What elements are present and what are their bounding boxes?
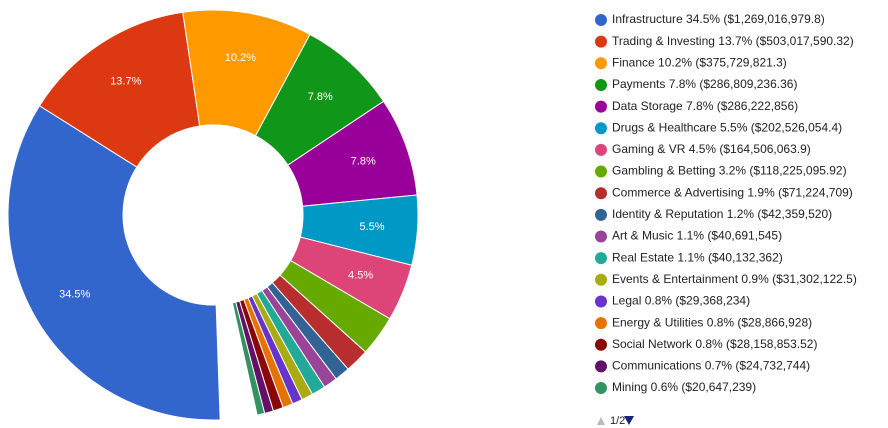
- legend-label: Energy & Utilities 0.8% ($28,866,928): [612, 315, 812, 329]
- legend-marker: [595, 273, 607, 286]
- legend-marker: [595, 338, 607, 351]
- legend-marker: [595, 295, 607, 308]
- legend-marker: [595, 187, 607, 200]
- legend-label: Payments 7.8% ($286,809,236.36): [612, 77, 797, 91]
- slice: [38, 11, 201, 168]
- legend-marker: [595, 122, 607, 135]
- legend-marker: [595, 78, 607, 91]
- slice-label: 34.5%: [59, 288, 90, 300]
- legend-marker: [595, 14, 607, 26]
- slice-label: 4.5%: [348, 269, 373, 281]
- legend-label: Gambling & Betting 3.2% ($118,225,095.92…: [612, 164, 847, 178]
- legend-marker: [595, 317, 607, 330]
- legend-label: Commerce & Advertising 1.9% ($71,224,709…: [612, 185, 853, 199]
- legend-marker: [595, 143, 607, 156]
- slice-label: 10.2%: [225, 52, 256, 64]
- slice-label: 13.7%: [110, 75, 141, 87]
- legend-label: Gaming & VR 4.5% ($164,506,063.9): [612, 142, 811, 156]
- legend-label: Infrastructure 34.5% ($1,269,016,979.8): [612, 12, 825, 26]
- slice: [231, 301, 266, 416]
- slice-label: 5.5%: [360, 221, 385, 233]
- legend-marker: [595, 100, 607, 113]
- legend-marker: [595, 35, 607, 48]
- legend-prev[interactable]: [597, 417, 605, 425]
- legend-marker: [595, 382, 607, 395]
- legend-marker: [595, 57, 607, 70]
- slice-label: 7.8%: [308, 91, 333, 103]
- legend-label: Social Network 0.8% ($28,158,853.52): [612, 337, 817, 351]
- legend-marker: [595, 252, 607, 265]
- legend-marker: [595, 360, 607, 373]
- slice: [7, 105, 221, 421]
- legend-label: Data Storage 7.8% ($286,222,856): [612, 99, 798, 113]
- legend-label: Drugs & Healthcare 5.5% ($202,526,054.4): [612, 120, 842, 134]
- legend-marker: [595, 165, 607, 178]
- legend-marker: [595, 208, 607, 221]
- legend-marker: [595, 230, 607, 243]
- slice-label: 7.8%: [351, 155, 376, 167]
- legend-label: Finance 10.2% ($375,729,821.3): [612, 55, 787, 69]
- legend-label: Legal 0.8% ($29,368,234): [612, 294, 750, 308]
- legend-label: Identity & Reputation 1.2% ($42,359,520): [612, 207, 832, 221]
- legend-label: Art & Music 1.1% ($40,691,545): [612, 229, 782, 243]
- legend-label: Real Estate 1.1% ($40,132,362): [612, 250, 783, 264]
- legend-label: Communications 0.7% ($24,732,744): [612, 359, 810, 373]
- legend-next[interactable]: [624, 416, 634, 425]
- legend-page: 1/2: [610, 415, 625, 427]
- legend-label: Events & Entertainment 0.9% ($31,302,122…: [612, 272, 857, 286]
- legend-label: Trading & Investing 13.7% ($503,017,590.…: [612, 34, 854, 48]
- legend-label: Mining 0.6% ($20,647,239): [612, 380, 756, 394]
